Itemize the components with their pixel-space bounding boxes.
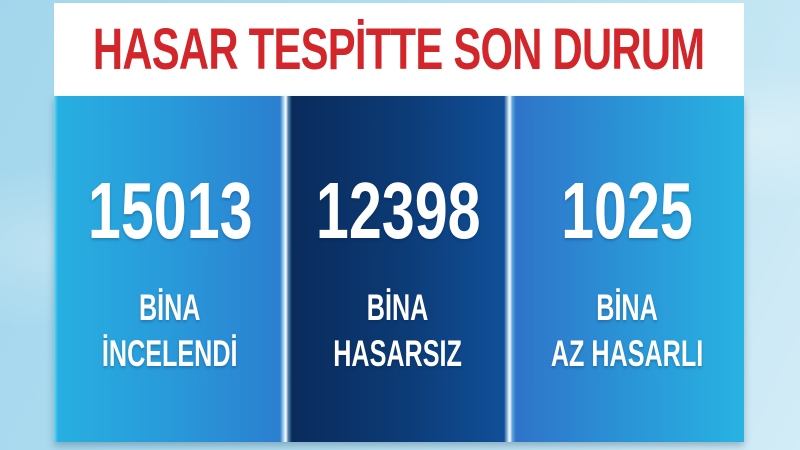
stat-label-line2: AZ HASARLI — [550, 332, 704, 374]
stat-label-lightly-damaged: BİNA AZ HASARLI — [551, 285, 703, 376]
stat-value-undamaged: 12398 — [315, 166, 481, 255]
stats-card: 15013 BİNA İNCELENDİ 12398 BİNA HASARSIZ… — [54, 96, 744, 442]
stat-label-inspected: BİNA İNCELENDİ — [102, 285, 238, 376]
stat-label-undamaged: BİNA HASARSIZ — [334, 285, 463, 376]
header-banner: HASAR TESPİTTE SON DURUM — [54, 3, 744, 96]
page-title: HASAR TESPİTTE SON DURUM — [93, 16, 705, 82]
stat-label-line2: HASARSIZ — [333, 332, 463, 374]
stat-label-line1: BİNA — [596, 287, 658, 328]
stat-label-line1: BİNA — [139, 287, 201, 328]
stat-label-line1: BİNA — [367, 287, 429, 328]
stat-panel-undamaged: 12398 BİNA HASARSIZ — [286, 96, 510, 442]
stat-panel-inspected: 15013 BİNA İNCELENDİ — [54, 96, 286, 442]
stat-label-line2: İNCELENDİ — [102, 332, 238, 374]
stat-value-inspected: 15013 — [87, 166, 253, 255]
stat-panel-lightly-damaged: 1025 BİNA AZ HASARLI — [510, 96, 744, 442]
stat-value-lightly-damaged: 1025 — [561, 166, 693, 255]
